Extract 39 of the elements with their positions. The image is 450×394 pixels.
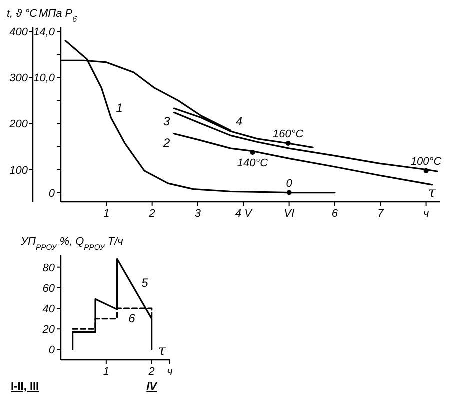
series-label: 3 (164, 114, 171, 129)
x-tick-label: VI (284, 208, 295, 220)
annotation: 0 (286, 178, 294, 190)
series-label: 6 (128, 312, 136, 326)
y-tick-label: 80 (42, 262, 56, 274)
x-tick-label: 2 (148, 208, 156, 220)
y-tick-label: 40 (42, 304, 56, 316)
y-tick-label: 10,0 (34, 72, 56, 85)
x-tick-label: ч (423, 208, 430, 220)
annotation: 100°C (410, 156, 442, 168)
series-label: 2 (162, 136, 171, 150)
series-label: 4 (236, 114, 243, 129)
annotation: 160°C (273, 128, 304, 141)
x-axis-title: τ (428, 185, 436, 201)
x-tick-label: ч (167, 366, 174, 378)
series-label: 5 (142, 276, 149, 290)
x-tick-label: 2 IV (146, 366, 159, 393)
y-axis-title: УП$_{РРОУ}$ %, Q$_{РРОУ}$ Т/ч (20, 236, 124, 252)
x-tick-label: 1 (104, 208, 110, 220)
y-tick-label: 0 (48, 188, 56, 200)
y-axis-title: МПа P$_{б}$ (39, 8, 78, 24)
x-tick-label: 7 (378, 208, 385, 220)
x-axis-title: τ (158, 343, 166, 359)
x-tick-label: 4 V (235, 208, 254, 220)
y-tick-label: 60 (42, 282, 56, 295)
x-tick-label: 3 (194, 208, 202, 220)
x-tick-label: 1 (103, 366, 110, 378)
x-tick-label: 6 (332, 208, 339, 220)
y2-tick-label: 400 (10, 26, 29, 39)
series-label: 1 (116, 100, 123, 115)
annotation: 140°C (237, 157, 268, 170)
y-tick-label: 14,0 (34, 26, 56, 39)
y2-tick-label: 300 (10, 72, 29, 85)
y2-tick-label: 100 (10, 164, 29, 177)
y2-tick-label: 200 (8, 118, 29, 131)
text: I-II, III (11, 381, 40, 393)
y-tick-label: 0 (48, 344, 56, 357)
y-tick-label: 20 (42, 324, 56, 336)
y2-axis-title: t, ϑ °C (7, 8, 38, 20)
